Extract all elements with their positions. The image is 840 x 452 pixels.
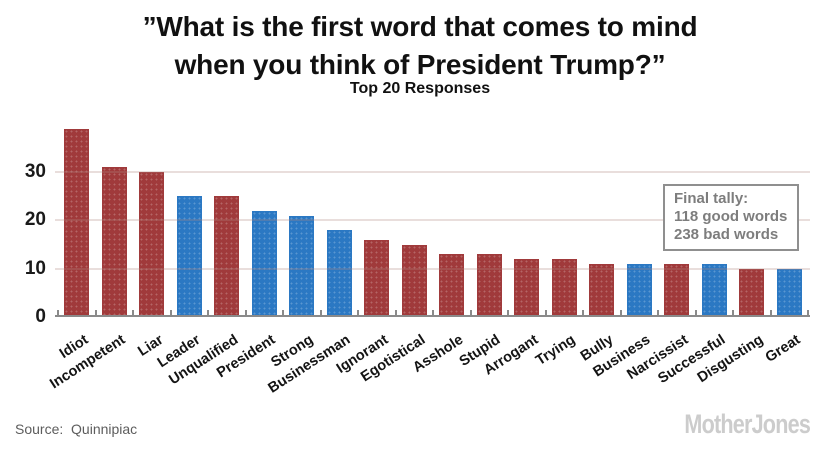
axis-tick xyxy=(94,310,97,316)
motherjones-logo: MotherJones xyxy=(684,409,810,439)
final-tally-bad: 238 bad words xyxy=(674,226,779,243)
bar-liar xyxy=(139,172,165,317)
y-axis-label-0: 0 xyxy=(35,306,46,327)
bar-successful xyxy=(701,263,727,317)
y-axis-label-30: 30 xyxy=(24,161,46,183)
y-axis-label-10: 10 xyxy=(24,257,46,279)
axis-tick xyxy=(657,310,659,316)
axis-tick xyxy=(244,310,247,316)
source-text: Source: Quinnipiac xyxy=(15,421,138,437)
gridline-20 xyxy=(55,219,810,222)
chart-subtitle: Top 20 Responses xyxy=(349,80,491,97)
axis-tick xyxy=(732,310,734,316)
gridline-10 xyxy=(55,267,810,270)
chart-title: ”What is the first word that comes to mi… xyxy=(0,8,840,84)
axis-tick xyxy=(582,310,584,316)
axis-tick xyxy=(507,310,509,316)
axis-tick xyxy=(282,310,284,316)
bar-idiot xyxy=(64,128,90,317)
bar-great xyxy=(776,268,802,317)
bar-ignorant xyxy=(364,239,390,317)
final-tally-good: 118 good words xyxy=(674,208,788,225)
axis-tick xyxy=(694,310,697,316)
axis-tick xyxy=(432,310,434,316)
final-tally-title: Final tally: xyxy=(674,190,749,207)
bar-trying xyxy=(551,259,577,317)
bar-asshole xyxy=(439,254,465,317)
bar-narcissist xyxy=(664,263,690,317)
axis-tick xyxy=(57,310,59,316)
bar-stupid xyxy=(476,254,502,317)
axis-tick xyxy=(394,310,397,316)
bar-strong xyxy=(289,215,315,317)
bar-businessman xyxy=(326,230,352,317)
axis-tick xyxy=(357,310,359,316)
axis-tick xyxy=(807,310,809,316)
x-axis-baseline xyxy=(55,315,810,317)
axis-tick xyxy=(132,310,134,316)
y-axis-label-20: 20 xyxy=(24,209,46,231)
bar-leader xyxy=(176,196,202,317)
bar-arrogant xyxy=(514,259,540,317)
axis-tick xyxy=(544,310,547,316)
axis-tick xyxy=(469,310,472,316)
final-tally-box: Final tally: 118 good words 238 bad word… xyxy=(663,184,799,251)
axis-tick xyxy=(169,310,172,316)
bar-incompetent xyxy=(101,167,127,317)
chart-title-line2: when you think of President Trump?” xyxy=(174,49,666,80)
bar-president xyxy=(251,210,277,317)
axis-tick xyxy=(769,310,772,316)
bar-egotistical xyxy=(401,244,427,317)
gridline-30 xyxy=(55,171,810,174)
bar-business xyxy=(626,263,652,317)
bar-bully xyxy=(589,263,615,317)
axis-tick xyxy=(619,310,622,316)
bar-disgusting xyxy=(739,268,765,317)
axis-tick xyxy=(207,310,209,316)
chart-title-line1: ”What is the first word that comes to mi… xyxy=(142,11,698,42)
axis-tick xyxy=(319,310,322,316)
bar-unqualified xyxy=(214,196,240,317)
